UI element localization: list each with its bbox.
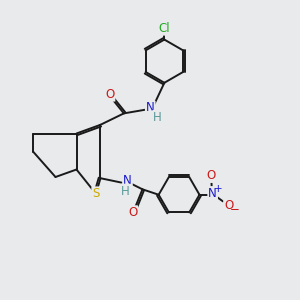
Text: N: N xyxy=(146,101,154,115)
Text: H: H xyxy=(121,184,130,198)
Text: O: O xyxy=(207,169,216,182)
Text: −: − xyxy=(230,203,240,216)
Text: O: O xyxy=(128,206,137,219)
Text: Cl: Cl xyxy=(158,22,170,35)
Text: N: N xyxy=(208,187,217,200)
Text: +: + xyxy=(214,184,223,194)
Text: O: O xyxy=(224,199,233,212)
Text: O: O xyxy=(105,88,114,101)
Text: H: H xyxy=(153,111,162,124)
Text: S: S xyxy=(92,187,100,200)
Text: N: N xyxy=(123,174,132,188)
